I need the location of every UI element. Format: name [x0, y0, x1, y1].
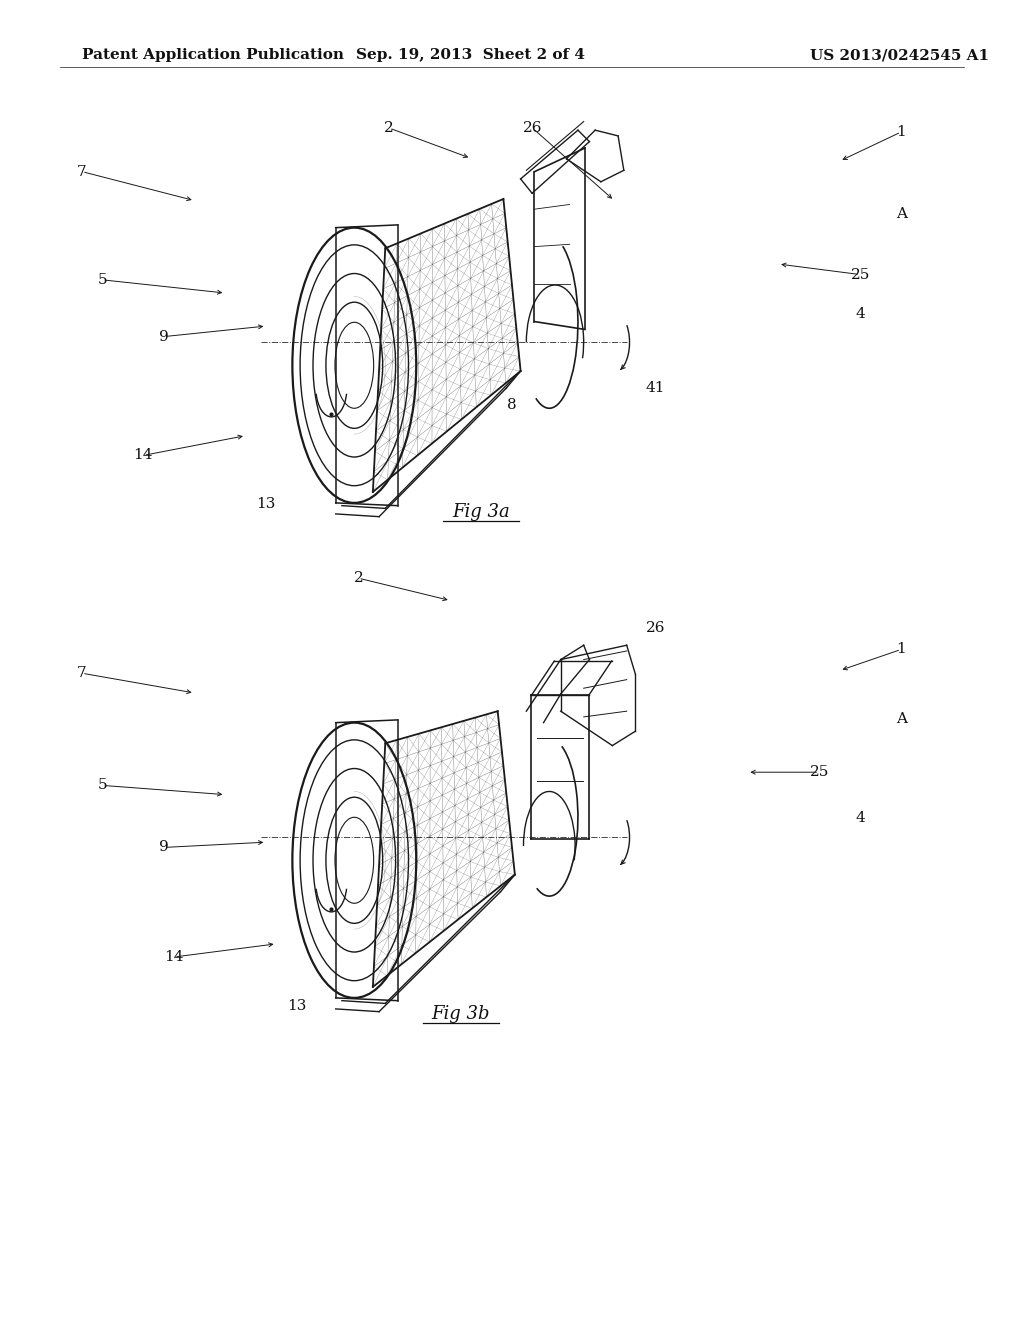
Text: US 2013/0242545 A1: US 2013/0242545 A1 [810, 49, 989, 62]
Text: 9: 9 [159, 330, 169, 343]
Text: 8: 8 [507, 399, 517, 412]
Text: 25: 25 [851, 268, 869, 281]
Text: 14: 14 [133, 449, 154, 462]
Text: A: A [896, 207, 906, 220]
Text: 9: 9 [159, 841, 169, 854]
Text: Fig 3b: Fig 3b [431, 1005, 490, 1023]
Text: 26: 26 [645, 622, 666, 635]
Text: 4: 4 [855, 812, 865, 825]
Text: Fig 3a: Fig 3a [453, 503, 510, 521]
Text: 25: 25 [810, 766, 828, 779]
Text: 5: 5 [97, 779, 108, 792]
Text: 7: 7 [77, 667, 87, 680]
Text: Patent Application Publication: Patent Application Publication [82, 49, 344, 62]
Text: 4: 4 [855, 308, 865, 321]
Text: 7: 7 [77, 165, 87, 178]
Text: 2: 2 [353, 572, 364, 585]
Text: Sep. 19, 2013  Sheet 2 of 4: Sep. 19, 2013 Sheet 2 of 4 [355, 49, 585, 62]
Text: 2: 2 [384, 121, 394, 135]
Text: 14: 14 [164, 950, 184, 964]
Text: 41: 41 [645, 381, 666, 395]
Text: 26: 26 [522, 121, 543, 135]
Text: 1: 1 [896, 643, 906, 656]
Text: 1: 1 [896, 125, 906, 139]
Text: 13: 13 [257, 498, 275, 511]
Text: 5: 5 [97, 273, 108, 286]
Text: 13: 13 [288, 999, 306, 1012]
Text: A: A [896, 713, 906, 726]
